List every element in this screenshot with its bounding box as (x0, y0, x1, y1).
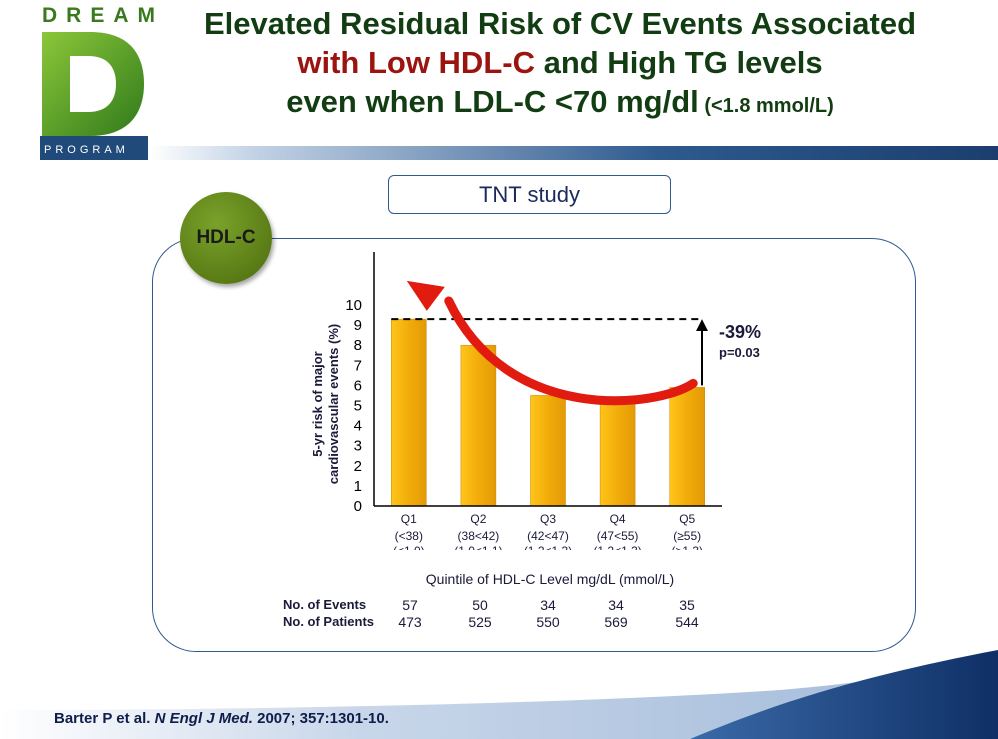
title-line-1: Elevated Residual Risk of CV Events Asso… (203, 6, 917, 41)
trend-curve (444, 296, 698, 406)
category-sublabel: (1.2<1.3) (524, 544, 572, 550)
citation-reference: 2007; 357:1301-10. (252, 710, 389, 727)
slide-title: Elevated Residual Risk of CV Events Asso… (150, 4, 970, 126)
category-sublabel: (≥55) (673, 529, 701, 543)
study-label: TNT study (388, 175, 671, 214)
patients-count: 550 (536, 614, 560, 630)
bar (391, 318, 427, 507)
category-label: Q5 (679, 512, 695, 526)
bar (530, 395, 566, 507)
events-count: 35 (679, 597, 695, 613)
y-tick-label: 7 (354, 357, 362, 374)
bar (460, 344, 497, 507)
bars (391, 318, 705, 507)
logo-program-text: PROGRAM (44, 144, 129, 156)
events-count: 34 (608, 597, 624, 613)
category-label: Q2 (470, 512, 486, 526)
annotations (391, 280, 708, 406)
patients-row-label: No. of Patients (283, 614, 375, 629)
title-line-2-rest: and High TG levels (534, 45, 823, 80)
y-tick-label: 1 (354, 478, 362, 495)
trend-arrowhead (406, 280, 445, 311)
events-row-label: No. of Events (283, 597, 367, 612)
y-tick-label: 4 (354, 418, 362, 435)
logo-dream-text: DREAM (42, 4, 164, 27)
footer-swoosh (0, 650, 998, 739)
y-tick-label: 9 (354, 317, 362, 334)
bar (669, 387, 705, 507)
category-label: Q3 (540, 512, 556, 526)
axes (373, 252, 722, 507)
y-tick-label: 5 (354, 398, 362, 415)
x-axis-categories: Q1 (<38)(<1.0) Q2 (38<42)(1.0<1.1) Q3 (42<47)… (393, 512, 703, 550)
category-sublabel: (42<47) (527, 529, 569, 543)
category-sublabel: (38<42) (458, 529, 500, 543)
citation: Barter P et al. N Engl J Med. 2007; 357:… (54, 710, 389, 727)
category-sublabel: (47<55) (597, 529, 639, 543)
y-tick-label: 10 (345, 297, 362, 314)
category-sublabel: (1.2<1.3) (593, 544, 641, 550)
patients-count: 525 (468, 614, 492, 630)
hdl-badge: HDL-C (180, 192, 272, 284)
category-label: Q1 (401, 512, 417, 526)
patients-count: 544 (675, 614, 699, 630)
events-count: 57 (402, 597, 418, 613)
category-sublabel: (>1.3) (671, 544, 703, 550)
p-value-label: p=0.03 (719, 345, 760, 360)
category-sublabel: (1.0<1.1) (454, 544, 502, 550)
y-tick-label: 2 (354, 458, 362, 475)
bar-chart: 0 1 2 3 4 5 6 7 8 9 10 Q1 (<38)(<1.0) Q2 (38<42)(1.0<… (345, 252, 722, 550)
y-tick-label: 6 (354, 377, 362, 394)
events-count: 50 (472, 597, 488, 613)
category-label: Q4 (610, 512, 626, 526)
events-count: 34 (540, 597, 556, 613)
title-red-text: with Low HDL-C (297, 45, 535, 80)
patients-count: 569 (604, 614, 628, 630)
title-line-3-small: (<1.8 mmol/L) (698, 95, 834, 117)
y-tick-label: 0 (354, 498, 362, 515)
y-tick-label: 8 (354, 337, 362, 354)
title-line-2: with Low HDL-C and High TG levels (150, 43, 970, 82)
patients-count: 473 (398, 614, 422, 630)
category-sublabel: (<38) (395, 529, 423, 543)
x-axis-title: Quintile of HDL-C Level mg/dL (mmol/L) (425, 571, 675, 587)
bar (599, 399, 636, 507)
header-divider (150, 146, 998, 160)
logo-d-icon (40, 32, 148, 160)
title-line-3-main: even when LDL-C <70 mg/dl (286, 84, 699, 119)
citation-authors: Barter P et al. (54, 710, 155, 727)
reduction-label: -39% (719, 322, 762, 342)
y-axis-ticks: 0 1 2 3 4 5 6 7 8 9 10 (345, 297, 362, 515)
category-sublabel: (<1.0) (393, 544, 425, 550)
title-line-3: even when LDL-C <70 mg/dl (<1.8 mmol/L) (150, 82, 970, 126)
y-tick-label: 3 (354, 438, 362, 455)
citation-journal: N Engl J Med. (154, 710, 253, 727)
